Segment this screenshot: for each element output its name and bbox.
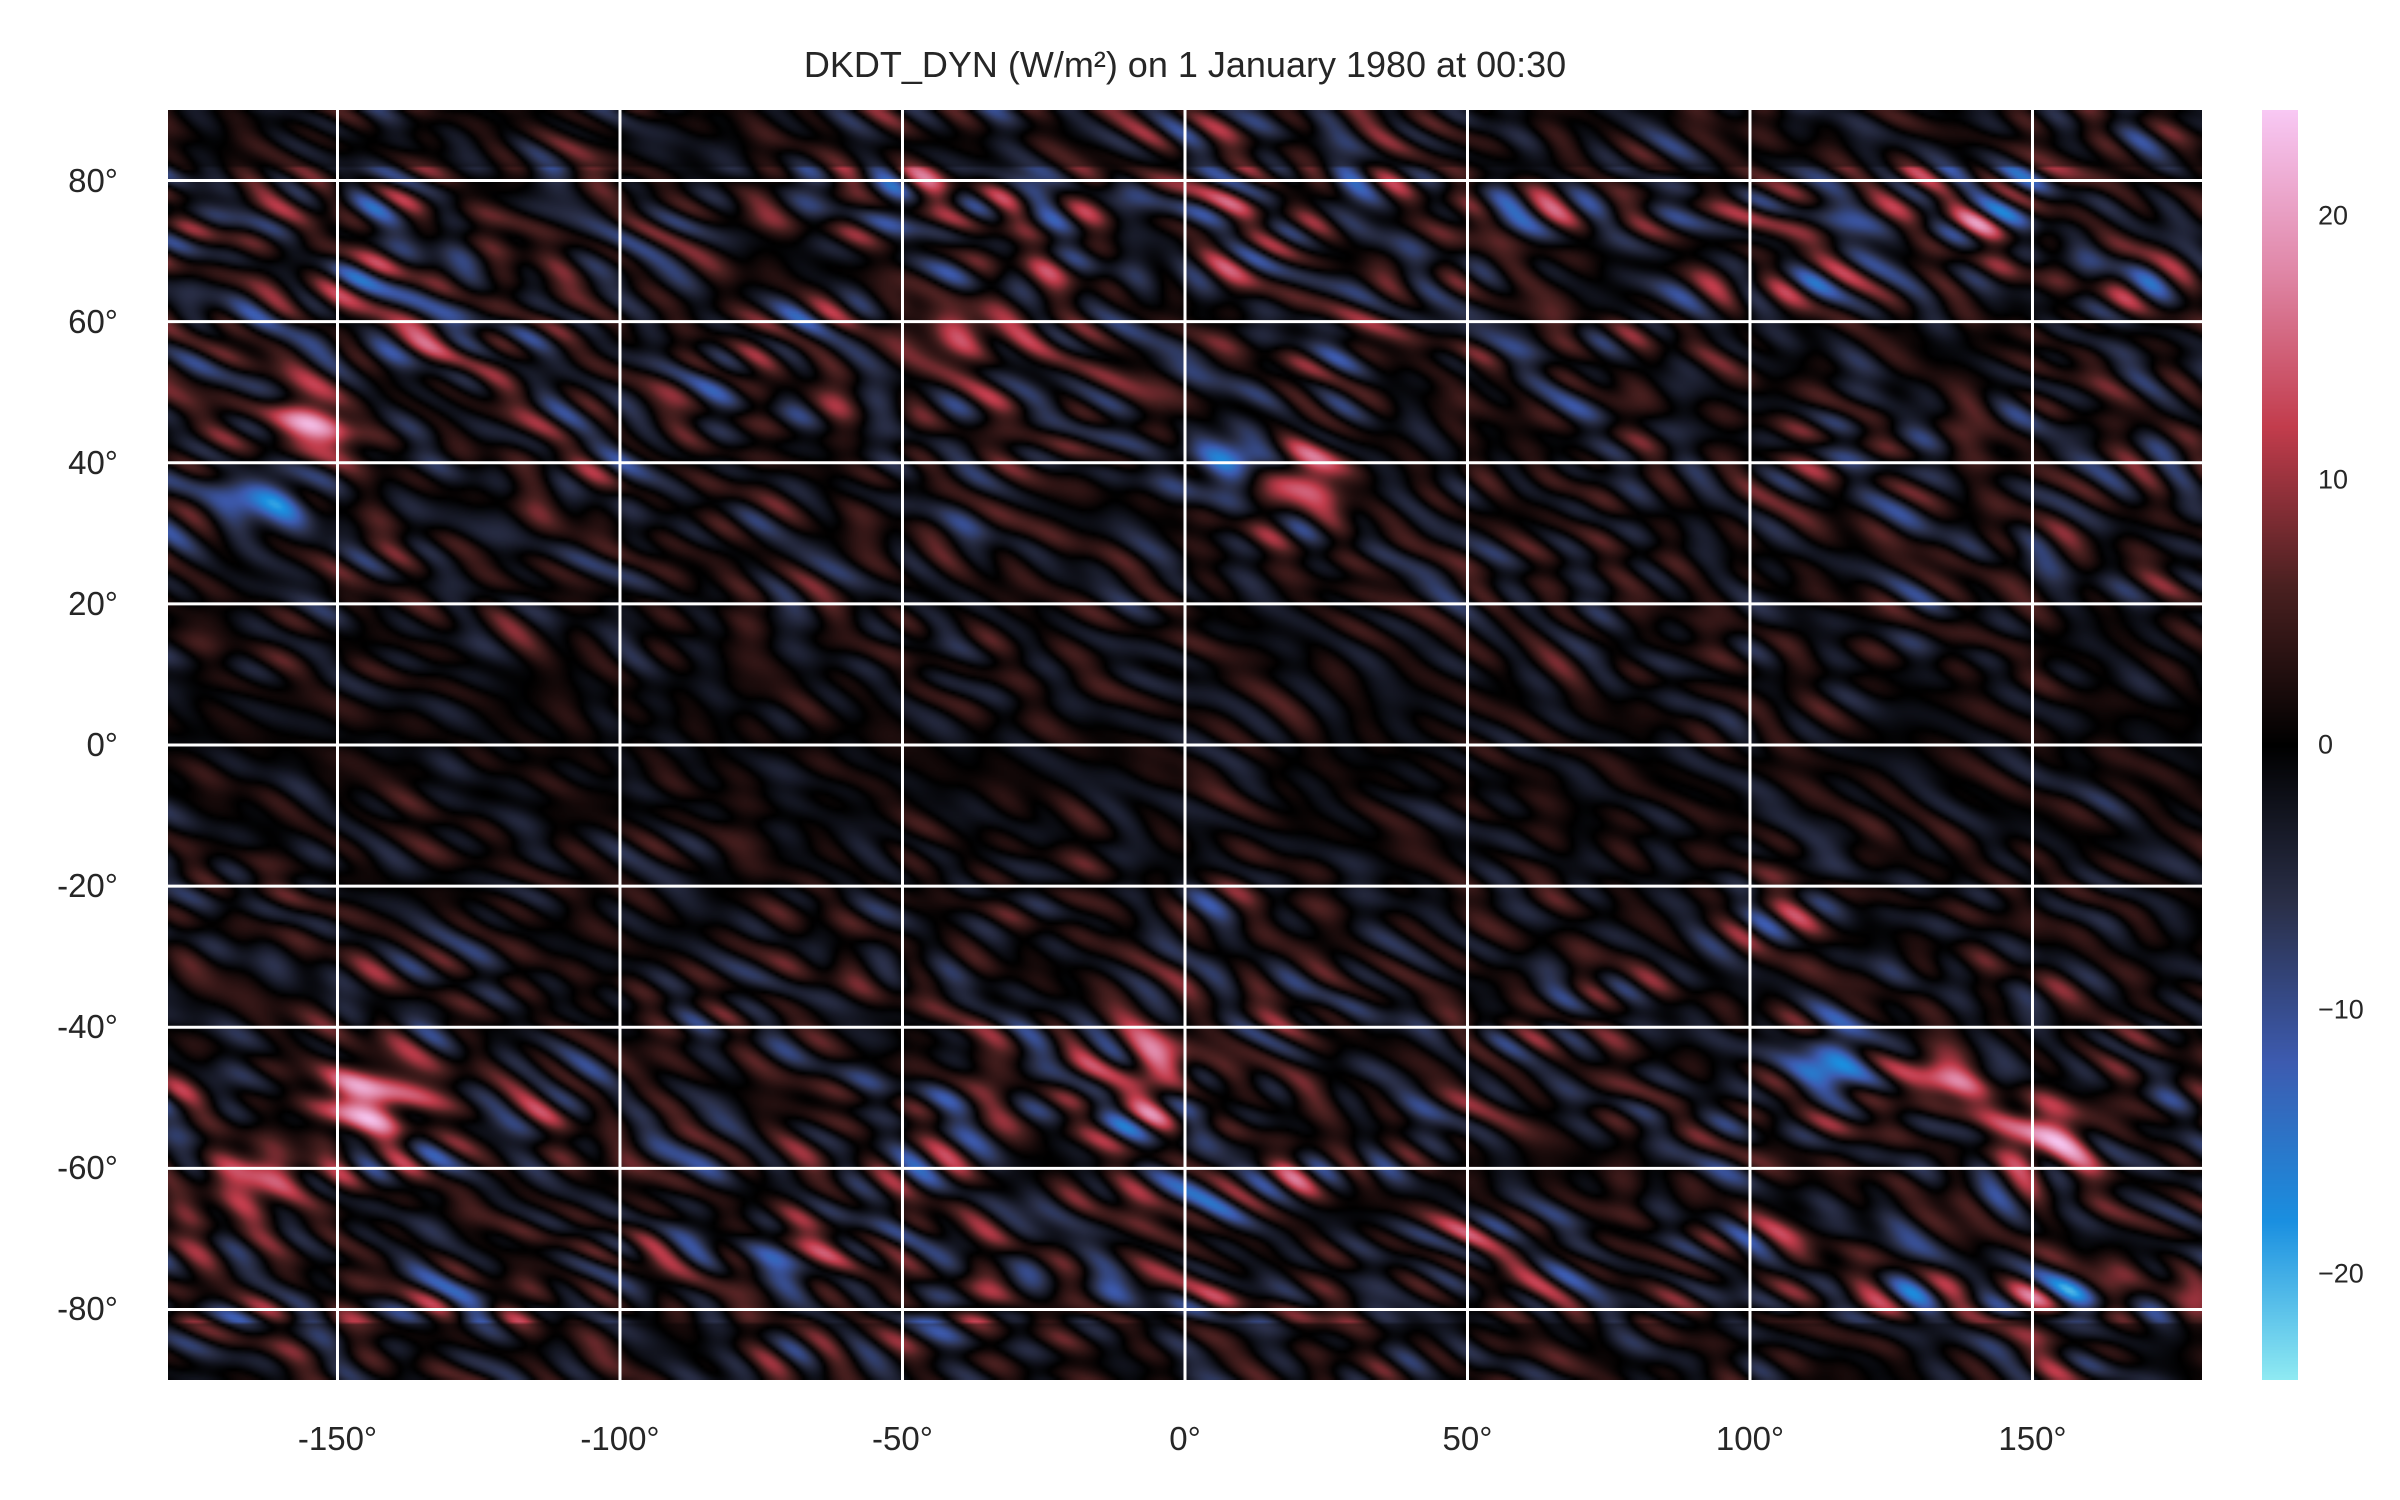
x-tick-label: 150° (1998, 1420, 2067, 1457)
x-tick-label: 0° (1169, 1420, 1201, 1457)
y-tick-label: 40° (68, 443, 118, 481)
x-tick-label: 100° (1715, 1420, 1785, 1457)
gridlines (168, 110, 2202, 1380)
y-tick-label: 0° (86, 726, 118, 763)
colorbar (2262, 110, 2298, 1380)
colorbar-tick-label: 20 (2318, 200, 2349, 231)
x-tick-label: -150° (297, 1420, 378, 1457)
colorbar-tick-label: −20 (2318, 1258, 2364, 1289)
y-tick-label: 60° (68, 302, 118, 340)
y-tick-label: -80° (57, 1290, 118, 1328)
y-tick-label: -20° (57, 867, 118, 905)
x-tick-label: -100° (580, 1420, 660, 1457)
y-tick-label: -40° (57, 1008, 118, 1046)
chart-title: DKDT_DYN (W/m²) on 1 January 1980 at 00:… (803, 44, 1567, 85)
colorbar-gradient (2262, 110, 2298, 1380)
y-tick-label: 20° (68, 584, 118, 622)
colorbar-tick-label: −10 (2318, 994, 2364, 1025)
x-tick-label: -50° (872, 1420, 933, 1457)
colorbar-tick-label: 0 (2318, 729, 2334, 760)
y-tick-label: 80° (68, 161, 118, 199)
heatmap-plot-area (168, 110, 2202, 1380)
y-tick-label: -60° (57, 1149, 118, 1187)
colorbar-tick-label: 10 (2318, 464, 2349, 495)
x-tick-label: 50° (1442, 1420, 1493, 1457)
